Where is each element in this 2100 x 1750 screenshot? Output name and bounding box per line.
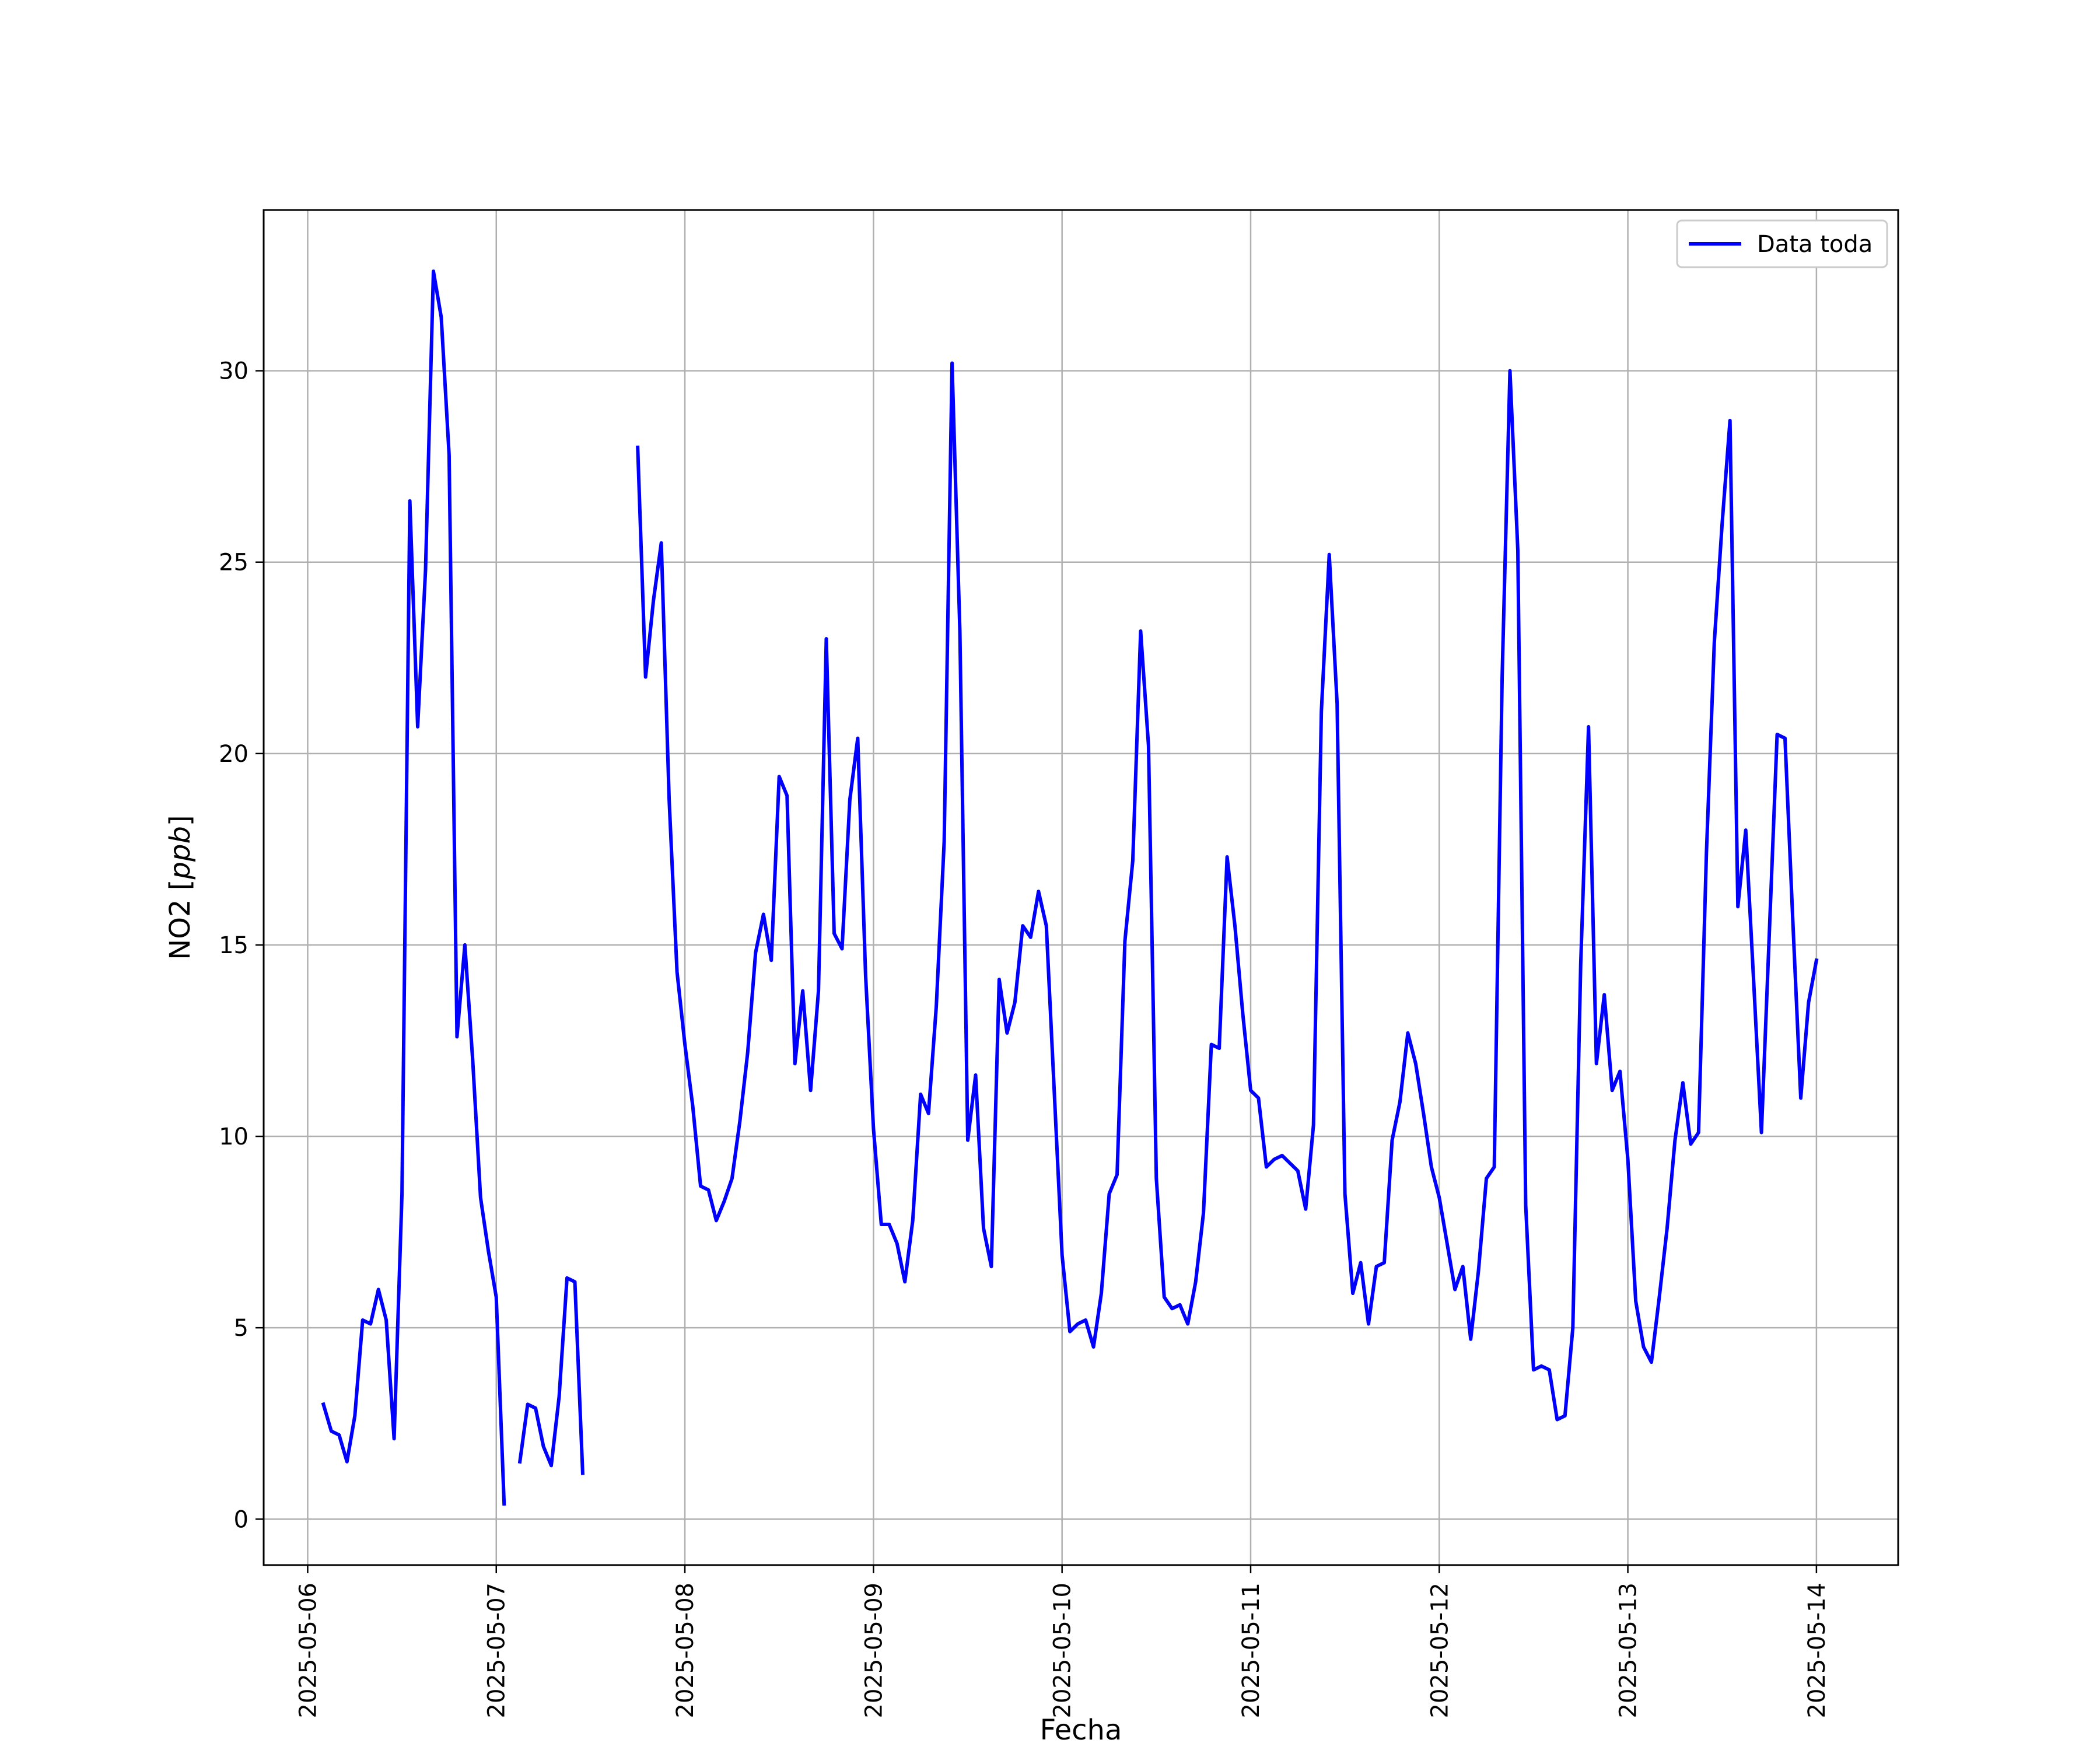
series-line-segment [321,270,506,1506]
y-tick-label: 20 [219,741,249,768]
series-line-segment [636,361,1819,1422]
x-axis-title: Fecha [1040,1714,1122,1746]
x-tick-label: 2025-05-10 [1049,1583,1076,1718]
y-axis-title-unit: ppb [164,826,197,880]
legend-label: Data toda [1757,231,1873,258]
series-layer [321,270,1819,1506]
x-tick-label: 2025-05-14 [1804,1583,1831,1718]
legend-box [1676,219,1888,268]
x-tick-label: 2025-05-09 [860,1583,887,1718]
y-tick-label: 10 [219,1124,249,1150]
y-tick-label: 0 [234,1506,249,1533]
series-line-segment [517,1276,585,1475]
x-tick-label: 2025-05-08 [672,1583,699,1718]
svg-text:NO2 [ppb]: NO2 [ppb] [164,815,197,960]
y-tick-label: 30 [219,358,249,385]
y-axis-title-text: NO2 [ [164,879,197,960]
axis-ticks: 2025-05-06 2025-05-07 2025-05-08 2025-05-09… [219,358,1831,1718]
x-tick-label: 2025-05-07 [484,1583,510,1718]
y-axis-title-close: ] [164,815,197,826]
x-tick-label: 2025-05-06 [295,1583,321,1718]
plot-frame [262,209,1899,1566]
y-axis-title: NO2 [ppb] [164,815,197,960]
x-tick-label: 2025-05-13 [1615,1583,1642,1718]
legend: Data toda [1676,219,1888,268]
x-tick-label: 2025-05-12 [1426,1583,1453,1718]
x-tick-label: 2025-05-11 [1238,1583,1265,1718]
y-tick-label: 15 [219,932,249,959]
y-tick-label: 5 [234,1315,249,1342]
y-tick-label: 25 [219,550,249,576]
grid-lines [264,210,1898,1565]
